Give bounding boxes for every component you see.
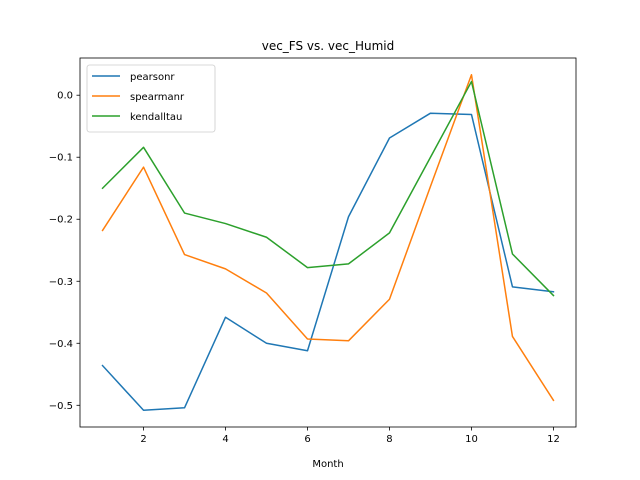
series-line-spearmanr	[101, 73, 555, 402]
series-line-pearsonr	[101, 112, 555, 412]
x-axis-label: Month	[312, 459, 343, 470]
y-tick-label: −0.4	[49, 339, 73, 350]
y-tick-label: −0.2	[49, 215, 73, 226]
x-tick-label: 2	[140, 434, 146, 445]
series-layer	[101, 73, 555, 412]
chart-title: vec_FS vs. vec_Humid	[262, 39, 395, 53]
y-tick-label: −0.5	[49, 401, 73, 412]
y-tick-label: 0.0	[57, 91, 73, 102]
legend-label-kendalltau: kendalltau	[130, 112, 182, 123]
axes-layer: 2 4 6 8 10 12 −0.5 −0.4 −0.3 −0.2 −0.1 0.0	[49, 57, 577, 445]
x-tick-label: 12	[547, 434, 560, 445]
x-tick-label: 4	[222, 434, 228, 445]
legend: pearsonr spearmanr kendalltau	[86, 64, 216, 133]
series-line-kendalltau	[101, 80, 555, 297]
y-tick-label: −0.3	[49, 277, 73, 288]
legend-label-pearsonr: pearsonr	[130, 72, 175, 83]
y-tick-label: −0.1	[49, 153, 73, 164]
plot-frame	[79, 57, 577, 428]
x-tick-label: 10	[465, 434, 478, 445]
legend-label-spearmanr: spearmanr	[130, 92, 185, 103]
x-tick-label: 8	[386, 434, 392, 445]
x-tick-label: 6	[304, 434, 310, 445]
